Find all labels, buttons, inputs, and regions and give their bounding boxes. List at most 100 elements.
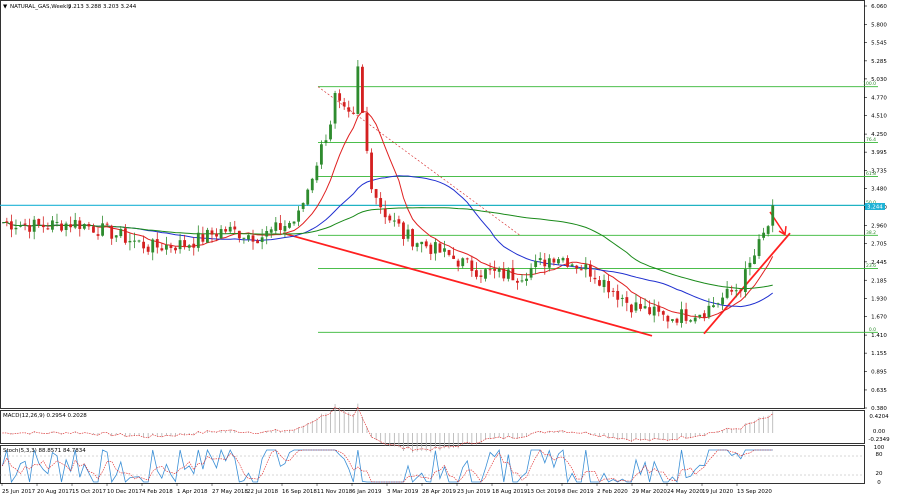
price-tick-label: 1.410 — [871, 333, 887, 339]
candle-body — [365, 113, 369, 151]
candle-body — [433, 242, 437, 254]
candle-body — [748, 262, 752, 268]
date-tick-label: 29 Mar 2020 — [632, 489, 667, 495]
candle-body — [78, 220, 82, 229]
candle-body — [128, 240, 132, 243]
candle-body — [684, 309, 688, 321]
date-axis: 25 Jun 2017 20 Aug 2017 15 Oct 2017 10 Dec … — [1, 483, 772, 495]
date-tick-label: 15 Oct 2017 — [72, 489, 107, 495]
candle-body — [570, 264, 574, 267]
price-tick-label: 5.030 — [871, 77, 887, 83]
candle-body — [762, 232, 766, 238]
uptrend-line[interactable] — [703, 232, 791, 335]
date-tick-label: 18 Aug 2019 — [492, 489, 528, 495]
arrow-head-icon — [778, 226, 787, 236]
candle-body — [301, 203, 305, 209]
candle-body — [561, 258, 565, 261]
candle-body — [547, 258, 551, 268]
ohlc-values: 3.213 3.288 3.203 3.244 — [68, 4, 137, 10]
candle-body — [402, 222, 405, 239]
candle-body — [529, 268, 533, 278]
candle-body — [178, 240, 182, 250]
candle-body — [461, 258, 465, 267]
stoch-k-line — [1, 448, 773, 484]
candle-body — [743, 269, 747, 293]
fib-level-label: 23.6 — [866, 263, 876, 269]
current-price-tag: 3.244 — [867, 205, 883, 211]
fib-level-label: 76.4 — [866, 137, 876, 143]
candle-body — [424, 241, 428, 247]
candle-body — [310, 178, 314, 191]
price-tick-label: 1.930 — [871, 296, 887, 302]
candle-body — [648, 307, 652, 315]
candle-body — [470, 260, 474, 271]
downtrend-line[interactable] — [282, 232, 653, 337]
candle-body — [506, 269, 510, 279]
stoch-tick-label: 20 — [876, 471, 883, 477]
candle-body — [411, 229, 414, 247]
candle-body — [702, 313, 706, 318]
candle-body — [753, 255, 756, 264]
date-tick-label: 1 Apr 2018 — [177, 489, 208, 495]
candle-body — [265, 230, 269, 237]
price-tick-label: 2.185 — [871, 278, 887, 284]
candle-body — [725, 288, 729, 298]
candle-body — [392, 220, 396, 222]
candle-body — [379, 198, 383, 208]
date-tick-label: 3 Mar 2019 — [387, 489, 419, 495]
moving-averages — [2, 110, 774, 319]
candle-body — [247, 235, 250, 240]
candle-body — [196, 232, 200, 248]
stoch-tick-label: 0 — [877, 480, 881, 486]
candle-body — [584, 264, 588, 270]
date-tick-label: 27 May 2018 — [212, 489, 248, 495]
candle-body — [474, 270, 478, 277]
candle-body — [479, 275, 483, 277]
fib-level-label: 0.0 — [869, 327, 876, 333]
candle-body — [206, 229, 209, 243]
candle-body — [228, 226, 232, 232]
candle-body — [73, 219, 77, 228]
candle-body — [693, 317, 697, 322]
candle-body — [493, 268, 497, 271]
candle-body — [525, 278, 528, 281]
current-price-tag-bg — [865, 203, 885, 210]
candle-body — [19, 225, 22, 227]
candle-body — [274, 222, 278, 231]
candle-body — [105, 223, 109, 225]
candle-body — [730, 289, 734, 292]
candle-body — [251, 235, 255, 242]
collapse-arrow-icon[interactable]: ▼ — [3, 4, 8, 10]
candle-body — [224, 229, 228, 232]
candle-body — [516, 280, 519, 283]
date-tick-label: 24 May 2020 — [667, 489, 703, 495]
candle-body — [87, 224, 91, 227]
date-tick-label: 10 Dec 2017 — [107, 489, 143, 495]
main-pane-frame — [0, 0, 865, 409]
candle-body — [151, 239, 155, 253]
candle-body — [292, 221, 296, 224]
slow-moving-average — [2, 207, 773, 290]
macd-tick-label: -0.2349 — [868, 437, 890, 443]
price-tick-label: 2.445 — [871, 260, 887, 266]
date-tick-label: 4 Feb 2018 — [142, 489, 173, 495]
price-tick-label: 0.380 — [871, 406, 887, 412]
candle-body — [707, 305, 711, 318]
candle-body — [347, 107, 351, 112]
candle-body — [174, 247, 177, 251]
candle-body — [420, 241, 424, 245]
candle-body — [657, 305, 661, 312]
candle-body — [142, 241, 146, 249]
candle-body — [634, 302, 638, 311]
candle-body — [429, 244, 433, 254]
candle-body — [643, 306, 647, 309]
date-tick-label: 13 Oct 2019 — [527, 489, 562, 495]
candle-body — [237, 230, 241, 239]
candle-body — [511, 267, 515, 281]
candle-body — [712, 305, 715, 308]
candle-body — [566, 258, 569, 267]
date-tick-label: 28 Apr 2019 — [422, 489, 457, 495]
candle-body — [146, 246, 150, 252]
candle-body — [192, 243, 196, 248]
